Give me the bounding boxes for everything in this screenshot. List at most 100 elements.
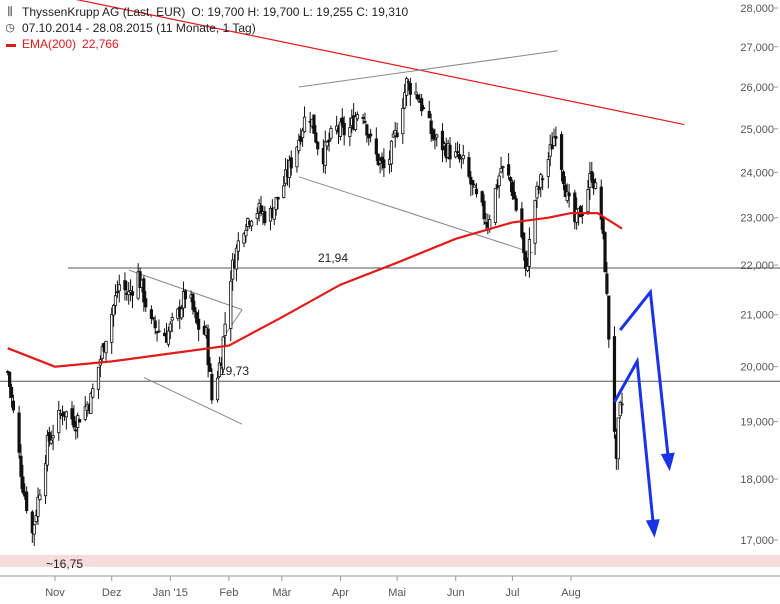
- candle: [129, 279, 133, 302]
- candle: [525, 257, 530, 273]
- candle-body: [208, 363, 212, 372]
- legend-ema-row: EMA(200) 22,766: [4, 36, 408, 52]
- candle-body: [493, 188, 497, 223]
- candle-body: [573, 192, 577, 223]
- candle: [191, 292, 195, 315]
- candle-body: [522, 232, 526, 254]
- candle: [316, 141, 320, 156]
- legend-range: 07.10.2014 - 28.08.2015 (11 Monate, 1 Ta…: [22, 21, 256, 35]
- x-tick-label: Aug: [561, 587, 581, 599]
- candle: [96, 366, 101, 400]
- candle: [195, 311, 199, 325]
- candle: [153, 315, 157, 335]
- forecast-arrow-head: [645, 519, 660, 538]
- candle: [259, 195, 263, 217]
- candle: [524, 251, 528, 277]
- candle-body: [316, 141, 320, 150]
- y-tick-label: 21,000: [740, 310, 774, 322]
- candle: [403, 83, 407, 110]
- candle: [274, 197, 278, 216]
- candle-body: [155, 331, 159, 334]
- candle-body: [57, 410, 61, 434]
- legend-title-row: ⫼ ThyssenKrupp AG (Last, EUR) O: 19,700 …: [4, 4, 408, 20]
- candle: [427, 100, 431, 119]
- candle: [616, 417, 620, 470]
- candle-body: [47, 432, 51, 442]
- candle: [111, 303, 116, 327]
- candle: [389, 139, 394, 173]
- candle-body: [541, 178, 545, 181]
- candle: [263, 206, 267, 226]
- candle-body: [546, 159, 550, 177]
- candle: [374, 127, 378, 161]
- candle: [559, 131, 564, 182]
- candle: [325, 140, 329, 151]
- candle-body: [607, 295, 611, 340]
- chart-legend: ⫼ ThyssenKrupp AG (Last, EUR) O: 19,700 …: [4, 4, 408, 52]
- candle: [495, 179, 499, 190]
- candle-body: [414, 91, 418, 95]
- candle-body: [272, 207, 276, 220]
- candle-body: [100, 346, 104, 359]
- candle-body: [153, 320, 157, 329]
- candle: [501, 165, 505, 179]
- candle-body: [524, 251, 528, 269]
- candle-body: [404, 78, 409, 96]
- candle-body: [327, 139, 331, 142]
- candle: [369, 128, 373, 143]
- legend-ema-label: EMA(200): [22, 37, 77, 51]
- forecast-arrow-line: [618, 288, 671, 468]
- candle-body: [25, 491, 29, 511]
- candle-body: [17, 412, 21, 453]
- x-tick-label: Mär: [272, 587, 291, 599]
- candle: [480, 190, 484, 207]
- candle-body: [508, 177, 513, 182]
- candle-body: [353, 116, 358, 131]
- candle-body: [499, 167, 503, 173]
- candle-body: [401, 107, 405, 135]
- candle-body: [586, 189, 590, 212]
- candle-body: [295, 146, 299, 168]
- candle-body: [289, 157, 293, 169]
- candle-body: [236, 240, 240, 252]
- candle: [149, 305, 153, 324]
- candle-body: [157, 330, 161, 333]
- candle: [550, 132, 554, 150]
- candle-body: [567, 192, 571, 197]
- y-tick-label: 28,000: [740, 3, 774, 15]
- candle: [229, 270, 233, 342]
- candle-body: [550, 144, 554, 150]
- candle-body: [620, 403, 624, 406]
- candle-body: [416, 94, 420, 100]
- candle-body: [340, 117, 344, 126]
- candle-body: [473, 184, 477, 188]
- candle: [329, 125, 333, 141]
- candle: [231, 252, 235, 291]
- x-tick-label: Jan '15: [153, 587, 188, 599]
- candle: [47, 426, 51, 447]
- candle: [340, 108, 344, 128]
- candle-body: [533, 200, 537, 244]
- candle: [363, 112, 367, 125]
- y-tick-label: 19,000: [740, 416, 774, 428]
- candle-body: [312, 114, 316, 134]
- candle-body: [301, 130, 305, 139]
- candle: [420, 94, 424, 117]
- candle-body: [471, 179, 475, 185]
- y-tick-label: 17,000: [740, 535, 774, 547]
- candle-body: [365, 124, 369, 136]
- candle: [454, 142, 458, 159]
- candle: [593, 178, 598, 190]
- candle: [404, 76, 409, 106]
- candle-body: [618, 402, 622, 417]
- candle: [34, 509, 38, 525]
- candle-body: [421, 107, 426, 110]
- candle-body: [259, 205, 263, 214]
- candle-body: [274, 197, 278, 210]
- candle: [104, 340, 108, 361]
- candle-body: [323, 141, 327, 166]
- candle-body: [282, 185, 286, 198]
- candle-body: [19, 455, 23, 477]
- candle-body: [525, 265, 530, 271]
- red-trendline: [75, 0, 685, 126]
